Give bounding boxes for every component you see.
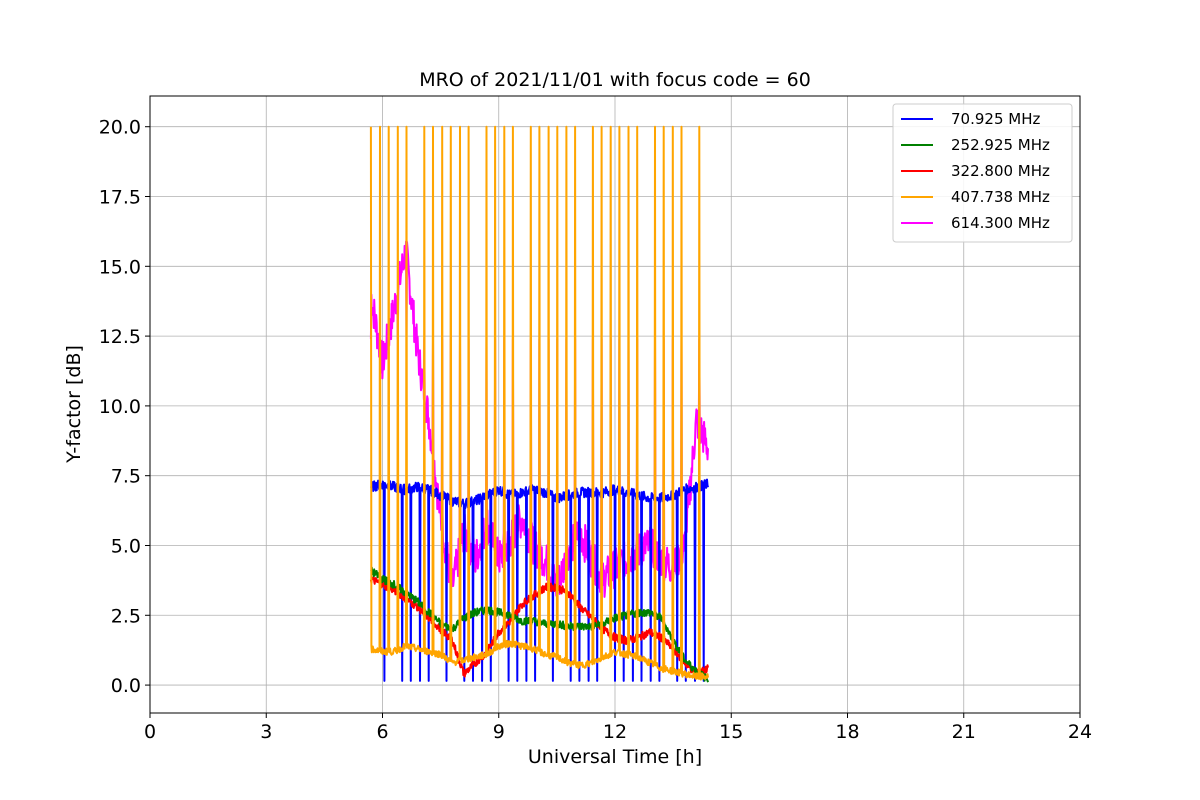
- x-tick-label: 12: [603, 721, 627, 743]
- y-tick-label: 12.5: [99, 326, 141, 348]
- series-layer: [369, 125, 709, 683]
- series-line-3: [369, 125, 709, 681]
- chart-title: MRO of 2021/11/01 with focus code = 60: [419, 69, 811, 91]
- legend-label: 614.300 MHz: [951, 214, 1050, 232]
- legend-label: 322.800 MHz: [951, 162, 1050, 180]
- legend: 70.925 MHz 252.925 MHz 322.800 MHz 407.738 …: [892, 103, 1073, 243]
- x-tick-label: 18: [835, 721, 859, 743]
- y-axis: 0.0 2.5 5.0 7.5 10.0 12.5 15.0 17.5 20.0: [99, 117, 150, 697]
- legend-label: 70.925 MHz: [951, 110, 1040, 128]
- legend-label: 252.925 MHz: [951, 136, 1050, 154]
- x-tick-label: 0: [144, 721, 156, 743]
- y-tick-label: 20.0: [99, 117, 141, 139]
- x-axis: 0 3 6 9 12 15 18 21 24: [144, 713, 1092, 743]
- legend-box: [892, 103, 1073, 243]
- x-tick-label: 3: [260, 721, 272, 743]
- y-tick-label: 0.0: [111, 675, 141, 697]
- y-tick-label: 2.5: [111, 605, 141, 627]
- x-tick-label: 15: [719, 721, 743, 743]
- y-tick-label: 7.5: [111, 466, 141, 488]
- y-tick-label: 5.0: [111, 535, 141, 557]
- x-tick-label: 6: [376, 721, 388, 743]
- y-tick-label: 10.0: [99, 396, 141, 418]
- legend-label: 407.738 MHz: [951, 188, 1050, 206]
- y-tick-label: 15.0: [99, 256, 141, 278]
- x-tick-label: 21: [952, 721, 976, 743]
- y-tick-label: 17.5: [99, 187, 141, 209]
- x-axis-label: Universal Time [h]: [528, 746, 702, 768]
- x-tick-label: 9: [493, 721, 505, 743]
- y-axis-label: Y-factor [dB]: [63, 345, 85, 464]
- x-tick-label: 24: [1068, 721, 1092, 743]
